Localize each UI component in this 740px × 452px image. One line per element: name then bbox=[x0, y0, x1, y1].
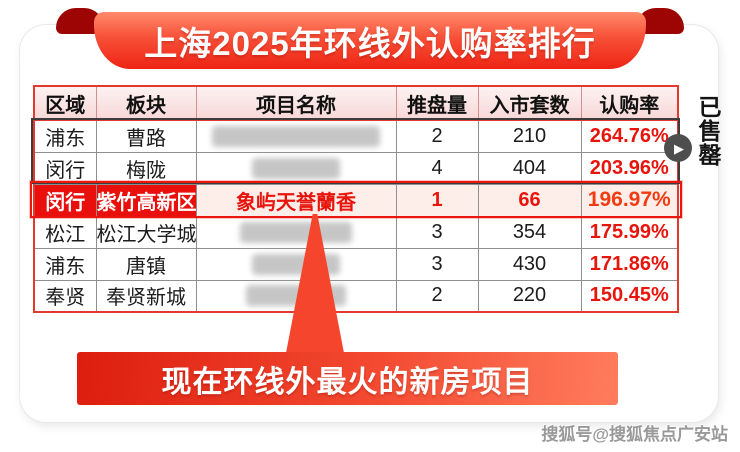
column-header: 推盘量 bbox=[395, 85, 479, 121]
project-name-cell bbox=[195, 119, 397, 153]
table-cell: 浦东 bbox=[33, 247, 97, 281]
project-name-cell bbox=[195, 215, 397, 249]
table-header-row: 区域 板块 项目名称 推盘量 入市套数 认购率 bbox=[33, 85, 679, 121]
table-row: 浦东 曹路 2 210 264.76% bbox=[33, 119, 679, 153]
redacted-project-name bbox=[240, 221, 352, 243]
table-cell: 171.86% bbox=[580, 247, 679, 281]
column-header: 板块 bbox=[95, 85, 197, 121]
table-cell: 3 bbox=[395, 215, 479, 249]
watermark: 搜狐号@搜狐焦点广安站 bbox=[541, 425, 728, 444]
table-cell: 404 bbox=[477, 151, 582, 185]
ranking-table-wrapper: 区域 板块 项目名称 推盘量 入市套数 认购率 浦东 曹路 2 210 264.76% 闵行 梅陇 4 4… bbox=[33, 85, 679, 313]
table-cell: 3 bbox=[395, 247, 479, 281]
ranking-table: 区域 板块 项目名称 推盘量 入市套数 认购率 浦东 曹路 2 210 264.76% 闵行 梅陇 4 4… bbox=[33, 85, 679, 313]
table-cell: 175.99% bbox=[580, 215, 679, 249]
table-row: 闵行 紫竹高新区 象屿天誉蘭香 1 66 196.97% bbox=[33, 183, 679, 217]
table-cell: 4 bbox=[395, 151, 479, 185]
table-body: 浦东 曹路 2 210 264.76% 闵行 梅陇 4 404 203.96% 闵行 紫竹高新区 象屿天… bbox=[33, 119, 679, 313]
bottom-banner: 现在环线外最火的新房项目 bbox=[77, 352, 618, 405]
project-name-cell: 象屿天誉蘭香 bbox=[195, 183, 397, 217]
column-header: 区域 bbox=[33, 85, 97, 121]
table-cell: 2 bbox=[395, 279, 479, 313]
table-cell: 梅陇 bbox=[95, 151, 197, 185]
table-cell: 奉贤新城 bbox=[95, 279, 197, 313]
table-cell: 210 bbox=[477, 119, 582, 153]
table-cell: 196.97% bbox=[580, 183, 679, 217]
redacted-project-name bbox=[252, 157, 340, 179]
table-row: 闵行 梅陇 4 404 203.96% bbox=[33, 151, 679, 185]
table-cell: 曹路 bbox=[95, 119, 197, 153]
table-cell: 220 bbox=[477, 279, 582, 313]
table-cell: 松江 bbox=[33, 215, 97, 249]
play-button[interactable]: ▶ bbox=[664, 134, 692, 162]
table-cell: 354 bbox=[477, 215, 582, 249]
table-cell: 闵行 bbox=[33, 151, 97, 185]
table-cell: 2 bbox=[395, 119, 479, 153]
table-row: 松江 松江大学城 3 354 175.99% bbox=[33, 215, 679, 249]
table-cell: 203.96% bbox=[580, 151, 679, 185]
play-icon: ▶ bbox=[674, 140, 684, 156]
sold-out-label: 已售罄 bbox=[695, 95, 721, 167]
page-title: 上海2025年环线外认购率排行 bbox=[144, 24, 596, 62]
table-cell: 150.45% bbox=[580, 279, 679, 313]
table-row: 浦东 唐镇 3 430 171.86% bbox=[33, 247, 679, 281]
table-cell: 430 bbox=[477, 247, 582, 281]
table-cell: 松江大学城 bbox=[95, 215, 197, 249]
table-cell: 奉贤 bbox=[33, 279, 97, 313]
table-cell: 浦东 bbox=[33, 119, 97, 153]
table-row: 奉贤 奉贤新城 2 220 150.45% bbox=[33, 279, 679, 313]
column-header: 项目名称 bbox=[195, 85, 397, 121]
bottom-banner-label: 现在环线外最火的新房项目 bbox=[161, 365, 534, 399]
column-header: 入市套数 bbox=[477, 85, 582, 121]
project-name-cell bbox=[195, 151, 397, 185]
table-cell: 闵行 bbox=[33, 183, 97, 217]
redacted-project-name bbox=[212, 125, 380, 147]
project-name-cell bbox=[195, 247, 397, 281]
title-banner: 上海2025年环线外认购率排行 bbox=[94, 12, 646, 69]
table-cell: 66 bbox=[477, 183, 582, 217]
column-header: 认购率 bbox=[580, 85, 679, 121]
table-cell: 1 bbox=[395, 183, 479, 217]
table-cell: 唐镇 bbox=[95, 247, 197, 281]
table-cell: 紫竹高新区 bbox=[95, 183, 197, 217]
